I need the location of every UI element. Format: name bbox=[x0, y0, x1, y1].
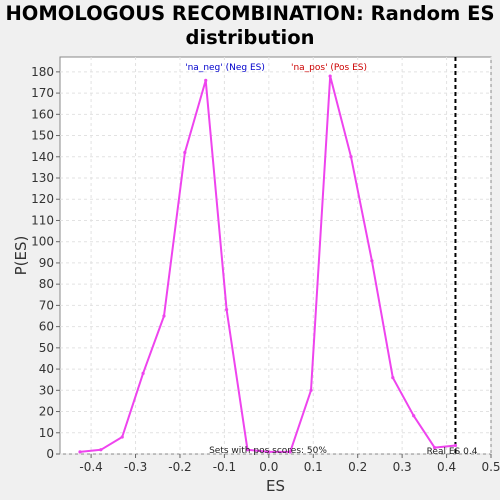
data-point bbox=[78, 450, 82, 454]
sets-annotation: Sets with pos scores: 50% bbox=[209, 446, 327, 456]
y-tick-label: 60 bbox=[39, 320, 54, 334]
y-tick-label: 160 bbox=[31, 107, 54, 121]
x-tick-label: -0.4 bbox=[79, 460, 102, 474]
x-tick-label: 0.1 bbox=[304, 460, 323, 474]
data-point bbox=[391, 375, 395, 380]
data-point bbox=[328, 74, 332, 78]
y-tick-label: 140 bbox=[31, 150, 54, 164]
data-point bbox=[453, 443, 458, 448]
data-point bbox=[245, 448, 250, 452]
plot-area bbox=[59, 56, 492, 455]
x-tick-label: -0.3 bbox=[124, 460, 147, 474]
data-point bbox=[162, 314, 166, 318]
neg-es-annotation: 'na_neg' (Neg ES) bbox=[185, 63, 265, 73]
y-tick-label: 180 bbox=[31, 65, 54, 79]
y-tick-label: 10 bbox=[39, 426, 54, 440]
data-point bbox=[120, 435, 124, 439]
y-tick-label: 80 bbox=[39, 277, 54, 291]
y-tick-label: 50 bbox=[39, 341, 54, 355]
y-tick-label: 90 bbox=[39, 256, 54, 270]
x-tick-label: 0.3 bbox=[393, 460, 412, 474]
y-tick-label: 70 bbox=[39, 298, 54, 312]
x-tick-label: -0.1 bbox=[213, 460, 236, 474]
data-point bbox=[267, 450, 271, 454]
axes: 0 10 20 30 40 50 60 70 80 90 100 110 120 130 140 150 160… bbox=[31, 65, 500, 474]
grid bbox=[60, 57, 492, 455]
y-tick-label: 110 bbox=[31, 213, 54, 227]
data-point bbox=[309, 388, 313, 392]
y-tick-label: 100 bbox=[31, 235, 54, 249]
y-tick-label: 40 bbox=[39, 362, 54, 376]
title-line-1: HOMOLOGOUS RECOMBINATION: Random ES bbox=[5, 2, 495, 25]
y-tick-label: 120 bbox=[31, 192, 54, 206]
pos-es-annotation: 'na_pos' (Pos ES) bbox=[291, 63, 367, 73]
x-tick-label: 0.5 bbox=[481, 460, 500, 474]
data-point bbox=[288, 450, 292, 454]
data-point bbox=[141, 371, 145, 375]
data-point bbox=[183, 150, 187, 155]
data-point bbox=[225, 308, 229, 312]
x-tick-label: 0.2 bbox=[348, 460, 367, 474]
series-marks bbox=[78, 57, 458, 454]
x-axis-label: ES bbox=[266, 477, 285, 495]
x-tick-label: -0.2 bbox=[168, 460, 191, 474]
title-line-2: distribution bbox=[185, 26, 315, 49]
y-tick-label: 130 bbox=[31, 171, 54, 185]
y-tick-label: 30 bbox=[39, 383, 54, 397]
data-point bbox=[370, 259, 374, 263]
y-axis-label: P(ES) bbox=[12, 236, 30, 276]
y-tick-label: 20 bbox=[39, 405, 54, 419]
y-tick-label: 170 bbox=[31, 86, 54, 100]
chart-title: HOMOLOGOUS RECOMBINATION: Random ES dist… bbox=[0, 2, 500, 50]
x-tick-label: 0.4 bbox=[437, 460, 456, 474]
data-point bbox=[204, 78, 208, 82]
data-point bbox=[412, 414, 416, 418]
y-tick-label: 150 bbox=[31, 129, 54, 143]
data-point bbox=[432, 446, 437, 450]
y-tick-label: 0 bbox=[46, 447, 54, 461]
data-point bbox=[349, 155, 353, 159]
data-point bbox=[99, 448, 103, 452]
real-es-label: Real ES 0.4 bbox=[427, 447, 478, 457]
x-tick-label: 0.0 bbox=[259, 460, 278, 474]
